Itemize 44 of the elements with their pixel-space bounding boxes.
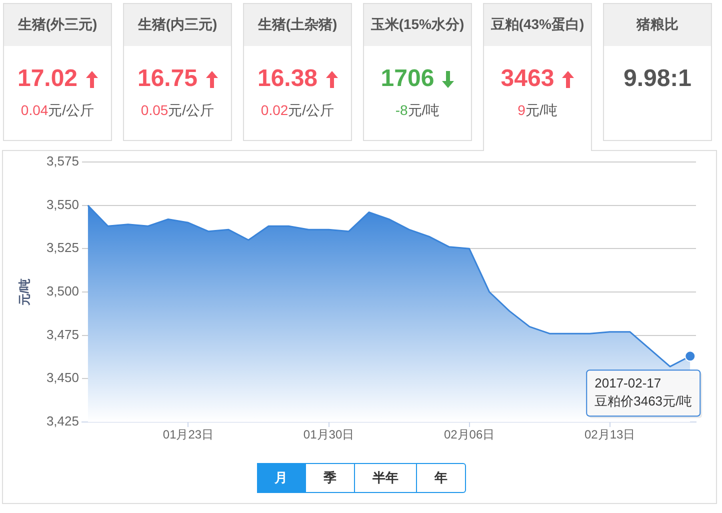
tab[interactable]	[363, 3, 472, 141]
text: 生猪(外三元)	[18, 16, 98, 34]
x-tick-label: 02月13日	[584, 428, 636, 442]
data-label: 0.04元/公斤	[20, 102, 94, 118]
data-label: 16.75	[137, 64, 198, 94]
category-label: 季	[324, 469, 336, 487]
text: 猪粮比	[636, 16, 678, 34]
annotation: 2017-02-17	[594, 376, 662, 391]
text: 9.98:1	[623, 64, 692, 94]
y-tick-label: 3,550	[46, 196, 79, 212]
data-label: 1706	[380, 64, 434, 94]
period-button[interactable]	[354, 463, 416, 493]
text: 生猪(内三元)	[138, 16, 218, 34]
y-tick-label: 3,500	[46, 284, 79, 299]
y-tick-label: 3,450	[46, 370, 79, 386]
y-tick-label: 3,425	[46, 414, 79, 429]
y-tick-label: 3,475	[46, 326, 79, 342]
category-label: 月	[274, 469, 288, 487]
text: 玉米(15%水分)	[370, 16, 464, 34]
tab[interactable]	[483, 3, 592, 151]
data-label: -8元/吨	[395, 102, 440, 118]
category-label: 年	[434, 469, 448, 487]
y-tick-label: 3,525	[46, 240, 79, 256]
tab[interactable]	[123, 3, 232, 141]
y-axis-title: 元/吨	[18, 278, 32, 307]
x-tick-label: 01月23日	[162, 428, 214, 442]
data-label: 16.38	[257, 64, 318, 94]
data-label: 0.02元/公斤	[260, 102, 334, 118]
data-label: 0.05元/公斤	[140, 102, 214, 118]
x-tick-label: 01月30日	[303, 428, 354, 442]
data-label: 17.02	[17, 64, 78, 94]
category-label: 半年	[372, 469, 398, 487]
text: 豆粕(43%蛋白)	[490, 16, 584, 34]
y-tick-label: 3,575	[46, 154, 79, 169]
period-button[interactable]	[306, 463, 354, 493]
tab[interactable]	[603, 3, 712, 141]
annotation: 豆粕价3463元/吨	[594, 394, 692, 409]
data-label: 3463	[500, 64, 554, 94]
text: 生猪(土杂猪)	[258, 16, 338, 34]
data-label: 9元/吨	[518, 102, 558, 118]
period-button[interactable]	[416, 463, 466, 493]
tab[interactable]	[243, 3, 352, 141]
tab[interactable]	[3, 3, 112, 141]
x-tick-label: 02月06日	[444, 428, 495, 442]
